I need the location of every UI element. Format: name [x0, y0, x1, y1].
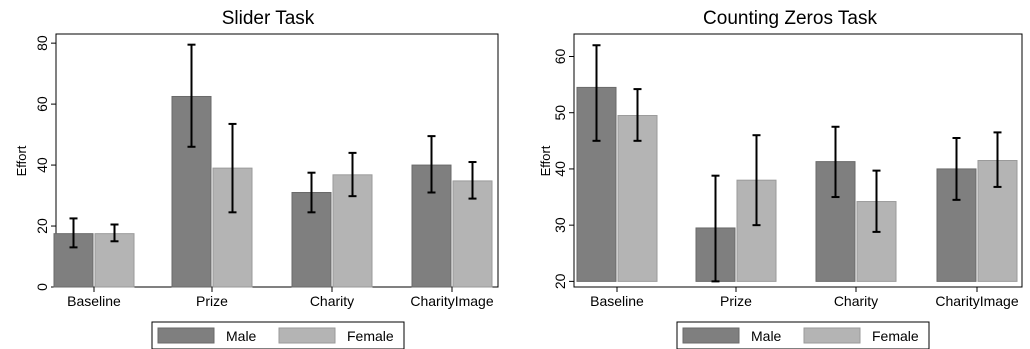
slider-plot-area — [55, 33, 499, 288]
counting-zeros-y-ticks: 20 30 40 50 60 — [552, 48, 574, 289]
counting-zeros-legend: Male Female — [676, 321, 930, 349]
counting-zeros-y-axis-label: Effort — [538, 145, 553, 176]
slider-error-bars — [69, 43, 477, 249]
female-error-bar — [228, 122, 237, 214]
slider-legend: Male Female — [151, 321, 405, 349]
y-tick-label: 40 — [552, 161, 568, 177]
slider-legend-male-swatch — [157, 327, 215, 344]
slider-y-ticks: 0 20 40 60 80 — [34, 35, 56, 291]
male-error-bar — [307, 171, 316, 214]
male-error-bar — [831, 125, 840, 199]
female-error-bar — [110, 223, 119, 243]
y-tick-label: 20 — [34, 218, 50, 234]
slider-y-axis-label: Effort — [14, 145, 29, 176]
slider-category-labels: Baseline Prize Charity CharityImage — [67, 287, 494, 309]
category-label: Baseline — [590, 293, 644, 309]
category-label: Charity — [834, 293, 878, 309]
counting-zeros-legend-male-swatch — [682, 327, 740, 344]
slider-legend-female-label: Female — [347, 328, 394, 344]
counting-zeros-legend-female-swatch — [803, 327, 861, 344]
category-label: Prize — [720, 293, 752, 309]
male-error-bar — [952, 137, 961, 201]
category-label: CharityImage — [935, 293, 1018, 309]
y-tick-label: 80 — [34, 35, 50, 51]
counting-zeros-title: Counting Zeros Task — [703, 8, 877, 29]
female-error-bar — [348, 151, 357, 198]
counting-zeros-bars — [576, 86, 1018, 282]
y-tick-label: 20 — [552, 273, 568, 289]
counting-zeros-panel: Counting Zeros Task Effort 20 30 40 50 60 Ba… — [538, 8, 1023, 309]
counting-zeros-plot-area — [573, 33, 1023, 288]
male-error-bar — [187, 43, 196, 148]
male-error-bar — [711, 174, 720, 283]
category-label: Prize — [196, 293, 228, 309]
female-error-bar — [468, 161, 477, 200]
y-tick-label: 0 — [34, 283, 50, 291]
slider-legend-male-label: Male — [226, 328, 257, 344]
female-error-bar — [872, 169, 881, 233]
y-tick-label: 30 — [552, 217, 568, 233]
counting-zeros-error-bars — [592, 44, 1002, 283]
female-bar — [94, 233, 135, 288]
male-error-bar — [427, 135, 436, 194]
female-bar — [617, 115, 658, 282]
counting-zeros-category-labels: Baseline Prize Charity CharityImage — [590, 287, 1019, 309]
slider-task-panel: Slider Task Effort 0 20 40 60 80 Baseline Pri… — [14, 8, 499, 309]
counting-zeros-legend-male-label: Male — [751, 328, 782, 344]
y-tick-label: 60 — [34, 96, 50, 112]
male-error-bar — [592, 44, 601, 142]
female-error-bar — [633, 88, 642, 142]
category-label: Charity — [310, 293, 354, 309]
slider-task-title: Slider Task — [222, 8, 315, 29]
slider-bars — [53, 95, 493, 288]
counting-zeros-legend-female-label: Female — [872, 328, 919, 344]
y-tick-label: 60 — [552, 48, 568, 64]
slider-legend-female-swatch — [278, 327, 336, 344]
female-error-bar — [993, 131, 1002, 188]
category-label: Baseline — [67, 293, 121, 309]
y-tick-label: 50 — [552, 105, 568, 121]
y-tick-label: 40 — [34, 157, 50, 173]
female-error-bar — [752, 134, 761, 227]
category-label: CharityImage — [410, 293, 493, 309]
male-error-bar — [69, 217, 78, 249]
